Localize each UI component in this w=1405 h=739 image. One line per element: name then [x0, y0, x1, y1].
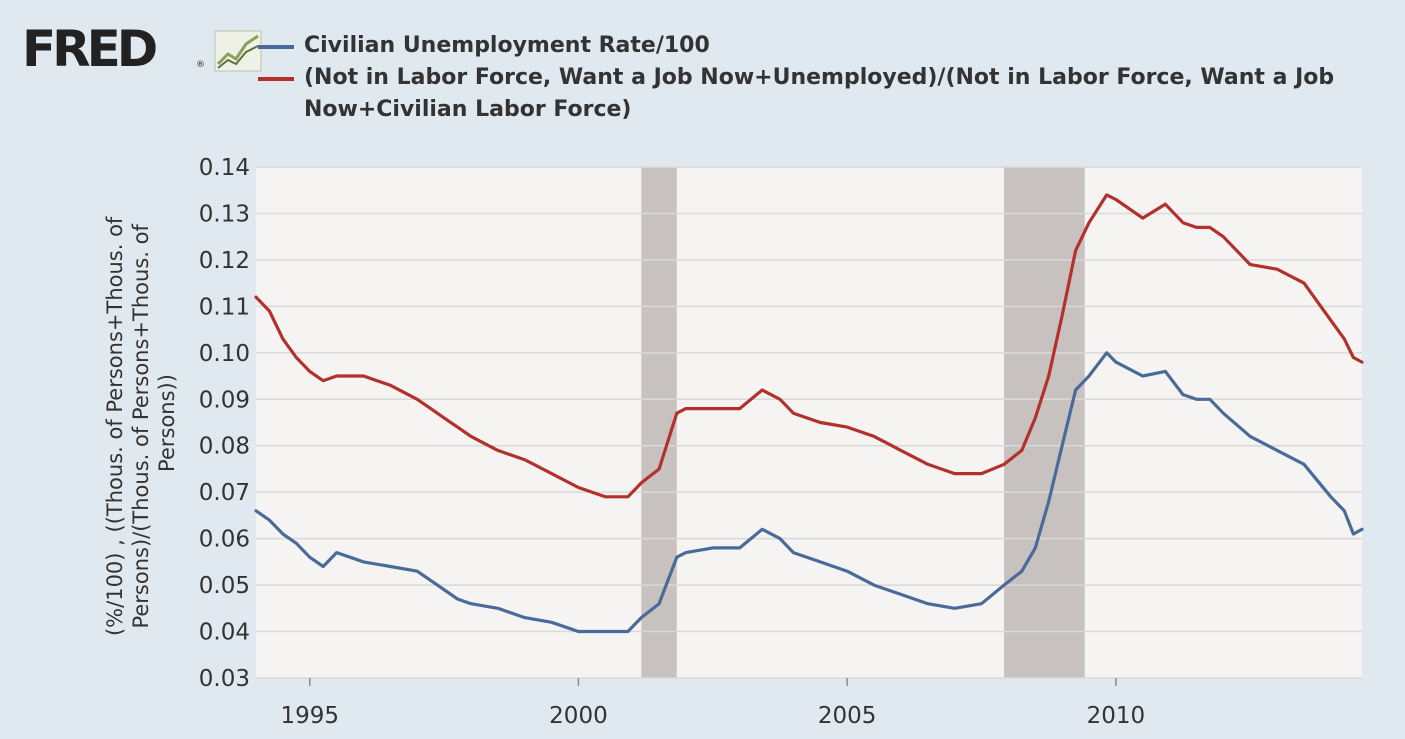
recession-band-2 — [1004, 167, 1085, 678]
series-line-2 — [254, 193, 1364, 499]
y-tick-label: 0.07 — [199, 480, 250, 506]
legend-swatch-series-2 — [258, 77, 294, 81]
y-tick-label: 0.08 — [199, 434, 250, 460]
y-tick-label: 0.14 — [199, 155, 250, 181]
legend-label-series-2: (Not in Labor Force, Want a Job Now+Unem… — [304, 65, 1335, 122]
y-tick-label: 0.12 — [199, 248, 250, 274]
y-axis-label-line-3: Persons)) — [155, 374, 179, 472]
recession-band-1 — [641, 167, 677, 678]
legend-swatch-series-1 — [258, 45, 294, 49]
y-tick-label: 0.04 — [199, 620, 250, 646]
legend-item-series-1: Civilian Unemployment Rate/100 — [258, 30, 1364, 62]
y-tick-label: 0.05 — [199, 573, 250, 599]
x-axis-ticks: 1995 2000 2005 2010 — [280, 678, 1145, 729]
y-tick-label: 0.06 — [199, 527, 250, 553]
plot-area — [256, 167, 1362, 678]
chart-legend: Civilian Unemployment Rate/100 (Not in L… — [258, 30, 1364, 126]
y-tick-label: 0.11 — [199, 294, 250, 320]
fred-logo-text: FRED — [22, 20, 158, 78]
y-tick-label: 0.10 — [199, 341, 250, 367]
y-tick-label: 0.09 — [199, 387, 250, 413]
series-lines — [254, 193, 1364, 634]
x-tick-label: 2005 — [818, 703, 877, 729]
y-tick-label: 0.13 — [199, 201, 250, 227]
series-line-1 — [254, 351, 1364, 634]
y-axis-label-line-1: (%/100) , ((Thous. of Persons+Thous. of — [103, 216, 127, 636]
recession-bands — [641, 167, 1085, 678]
gridlines — [256, 166, 1362, 679]
legend-item-series-2: (Not in Labor Force, Want a Job Now+Unem… — [258, 62, 1364, 126]
x-tick-label: 2000 — [549, 703, 608, 729]
fred-logo: FRED ® — [22, 20, 262, 78]
registered-mark: ® — [196, 60, 205, 70]
y-tick-label: 0.03 — [199, 666, 250, 692]
x-tick-label: 2010 — [1087, 703, 1146, 729]
legend-label-series-1: Civilian Unemployment Rate/100 — [304, 33, 710, 58]
y-axis-ticks: 0.03 0.04 0.05 0.06 0.07 0.08 0.09 0.10 0.11 0.12… — [199, 155, 250, 692]
y-axis-label-line-2: Persons)/(Thous. of Persons+Thous. of — [129, 224, 153, 629]
y-axis-label: (%/100) , ((Thous. of Persons+Thous. of … — [103, 210, 179, 636]
line-chart-icon — [214, 30, 262, 72]
x-tick-label: 1995 — [280, 703, 339, 729]
